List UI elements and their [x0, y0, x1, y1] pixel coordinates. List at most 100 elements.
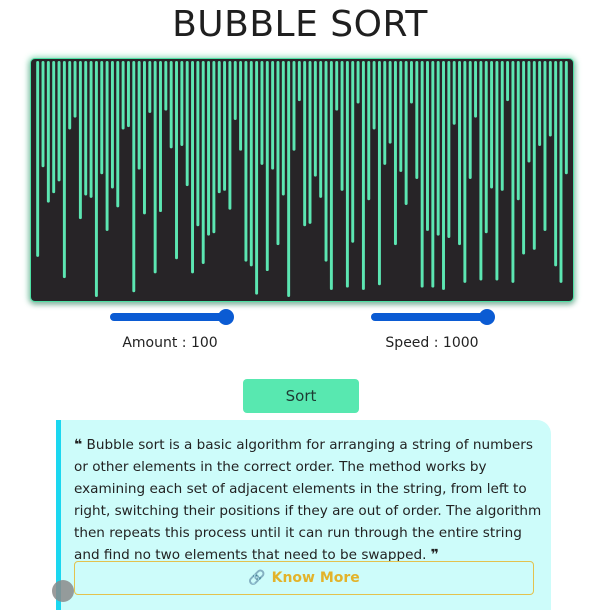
array-bar	[276, 61, 280, 246]
array-bar	[297, 61, 301, 102]
array-bar	[287, 61, 291, 297]
cursor-indicator	[52, 580, 74, 602]
array-bar	[62, 61, 66, 279]
speed-slider-thumb[interactable]	[479, 309, 495, 325]
array-bar	[265, 61, 269, 272]
array-bar	[495, 61, 499, 281]
array-bar	[522, 61, 526, 255]
array-bar	[426, 61, 429, 231]
sort-button[interactable]: Sort	[243, 379, 359, 413]
array-bar	[36, 61, 40, 257]
array-bar	[244, 61, 248, 262]
know-more-button[interactable]: 🔗 Know More	[74, 561, 534, 595]
array-bar	[239, 61, 243, 151]
speed-slider[interactable]	[371, 309, 495, 325]
info-description: ❝ Bubble sort is a basic algorithm for a…	[74, 434, 544, 566]
speed-label: Speed : 1000	[385, 335, 479, 351]
array-bar	[217, 61, 221, 194]
array-bar	[415, 61, 419, 179]
array-bar	[538, 61, 542, 146]
array-bar	[351, 61, 355, 243]
array-bar	[361, 61, 365, 290]
array-bar	[511, 61, 515, 283]
bar-visualizer	[30, 58, 574, 302]
array-bar	[554, 61, 558, 267]
array-bar	[548, 61, 552, 137]
array-bar	[527, 61, 531, 163]
array-bar	[340, 61, 344, 191]
array-bar	[89, 61, 93, 198]
array-bar	[468, 61, 472, 179]
array-bar	[313, 61, 317, 177]
array-bar	[84, 61, 88, 196]
array-bar	[126, 61, 130, 128]
array-bar	[105, 61, 109, 231]
close-quote-icon: ❞	[430, 547, 439, 563]
array-bar	[329, 61, 333, 290]
array-bar	[132, 61, 136, 293]
array-bar	[308, 61, 312, 224]
array-bar	[73, 61, 77, 118]
array-bar	[335, 61, 339, 111]
amount-label: Amount : 100	[122, 335, 218, 351]
array-bar	[153, 61, 157, 274]
array-bar	[410, 61, 413, 104]
array-bar	[116, 61, 120, 208]
know-more-label: Know More	[271, 570, 360, 586]
array-bar	[479, 61, 483, 281]
array-bar	[506, 61, 510, 102]
array-bar	[121, 61, 125, 130]
array-bar	[207, 61, 211, 236]
array-bar	[324, 61, 328, 262]
array-bar	[212, 61, 216, 234]
array-bar	[442, 61, 445, 290]
array-bar	[164, 61, 168, 111]
array-bar	[196, 61, 200, 227]
page-title: BUBBLE SORT	[172, 4, 428, 45]
array-bar	[180, 61, 184, 146]
array-bar	[452, 61, 456, 125]
array-bar	[137, 61, 141, 170]
array-bar	[388, 61, 392, 144]
array-bar	[345, 61, 349, 288]
array-bar	[303, 61, 307, 227]
array-bar	[223, 61, 227, 191]
array-bar	[191, 61, 194, 274]
array-bar	[564, 61, 568, 175]
array-bar	[356, 61, 360, 104]
array-bar	[100, 61, 104, 175]
array-bar	[404, 61, 408, 205]
array-bar	[319, 61, 323, 198]
array-bar	[393, 61, 397, 246]
array-bar	[260, 61, 264, 165]
array-bar	[233, 61, 237, 120]
array-bar	[399, 61, 403, 172]
array-bar	[143, 61, 146, 215]
array-bar	[500, 61, 504, 191]
array-bar	[543, 61, 547, 231]
array-bar	[532, 61, 536, 250]
array-bar	[383, 61, 387, 165]
array-bar	[436, 61, 440, 236]
array-bar	[292, 61, 296, 151]
array-bar	[52, 61, 56, 194]
array-bar	[420, 61, 424, 288]
array-bar	[271, 61, 275, 170]
link-icon: 🔗	[248, 570, 266, 586]
array-bar	[94, 61, 98, 297]
array-bar	[372, 61, 376, 130]
array-bar	[255, 61, 259, 295]
array-bar	[281, 61, 285, 196]
array-bar	[463, 61, 467, 283]
amount-slider-thumb[interactable]	[218, 309, 234, 325]
array-bar	[159, 61, 162, 213]
array-bar	[474, 61, 478, 118]
array-bar	[431, 61, 435, 288]
bars-canvas	[36, 61, 568, 297]
array-bar	[458, 61, 461, 246]
array-bar	[78, 61, 82, 220]
amount-slider[interactable]	[110, 309, 234, 325]
array-bar	[185, 61, 189, 187]
array-bar	[110, 61, 114, 189]
array-bar	[169, 61, 173, 149]
